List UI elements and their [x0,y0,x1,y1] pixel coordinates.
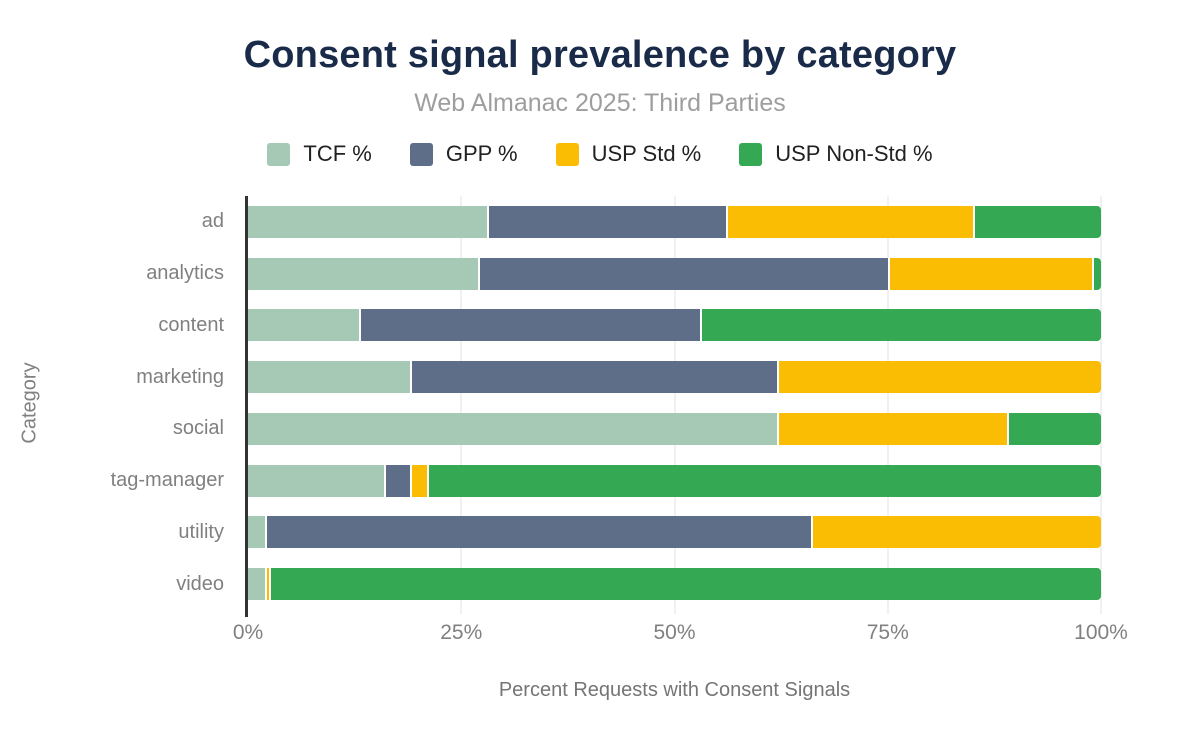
x-axis-ticks: 0% 25% 50% 75% 100% [233,621,1128,647]
bar-segment [269,568,1101,601]
bar-segment [248,516,266,549]
bar-segment [478,257,888,290]
bar-row-marketing [248,351,1101,403]
legend-label: TCF % [303,141,372,166]
bar-track [248,516,1101,549]
bar-row-content [248,300,1101,352]
bar-track [248,361,1101,394]
bar-track [248,568,1101,601]
bar-segment [810,516,1101,549]
chart-subtitle: Web Almanac 2025: Third Parties [414,89,786,117]
category-label: analytics [146,262,224,285]
category-label: marketing [136,365,224,388]
bar-segment [248,568,266,601]
legend-label: GPP % [445,141,518,166]
bar-segment [248,309,359,342]
bar-track [248,309,1101,342]
bar-segment [384,464,411,497]
legend-item-2: GPP % [409,141,518,167]
category-label: tag-manager [110,469,224,492]
plot-area [245,196,1102,617]
bar-segment [700,309,1101,342]
bar-row-video [248,558,1101,610]
gridline-75 [886,196,889,614]
bar-segment [725,205,974,238]
bar-track [248,464,1101,497]
bar-segment [887,257,1093,290]
legend-label: USP Non-Std % [775,141,933,166]
x-tick-label: 100% [1074,621,1128,644]
category-label: social [172,417,224,440]
bar-segment [776,361,1101,394]
bar-row-analytics [248,248,1101,300]
category-label: video [176,572,224,595]
bar-segment [248,464,385,497]
bar-segment [410,464,428,497]
x-axis-title: Percent Requests with Consent Signals [498,679,851,701]
legend-item-3: USP Std % [555,141,702,167]
bar-segment [776,412,1008,445]
bar-segment [265,516,811,549]
bar-segment [248,205,487,238]
y-axis-line [245,196,248,617]
category-label: utility [178,520,224,543]
bar-row-utility [248,507,1101,559]
bar-segment [265,568,270,601]
bar-segment [248,361,411,394]
y-axis-labels: ad analytics content marketing social tag-man… [0,196,236,610]
category-label: ad [201,210,224,233]
legend-item-4: USP Non-Std % [739,141,933,167]
gridline-50 [673,196,676,614]
legend-label: USP Std % [591,141,702,166]
bar-segment [973,205,1101,238]
bar-rows [248,196,1101,610]
x-tick-label: 0% [232,621,264,644]
bar-row-tag-manager [248,455,1101,507]
legend-swatch-icon [409,142,433,166]
legend-item-1: TCF % [267,141,372,167]
bar-segment [410,361,777,394]
bar-segment [427,464,1101,497]
legend: TCF % GPP % USP Std % USP Non-Std % [0,141,1200,167]
bar-segment [248,412,777,445]
x-tick-label: 50% [653,621,696,644]
bar-track [248,412,1101,445]
category-label: content [158,313,224,336]
bar-segment [486,205,726,238]
legend-swatch-icon [739,142,763,166]
bar-row-ad [248,196,1101,248]
bar-track [248,257,1101,290]
legend-swatch-icon [555,142,579,166]
x-tick-label: 75% [866,621,909,644]
gridline-25 [460,196,463,614]
bar-segment [358,309,701,342]
bar-track [248,205,1101,238]
bar-row-social [248,403,1101,455]
gridline-100 [1100,196,1102,614]
bar-segment [248,257,479,290]
legend-swatch-icon [267,142,291,166]
bar-segment [1092,257,1101,290]
x-tick-label: 25% [440,621,483,644]
bar-segment [1007,412,1101,445]
chart-title: Consent signal prevalence by category [243,34,957,76]
